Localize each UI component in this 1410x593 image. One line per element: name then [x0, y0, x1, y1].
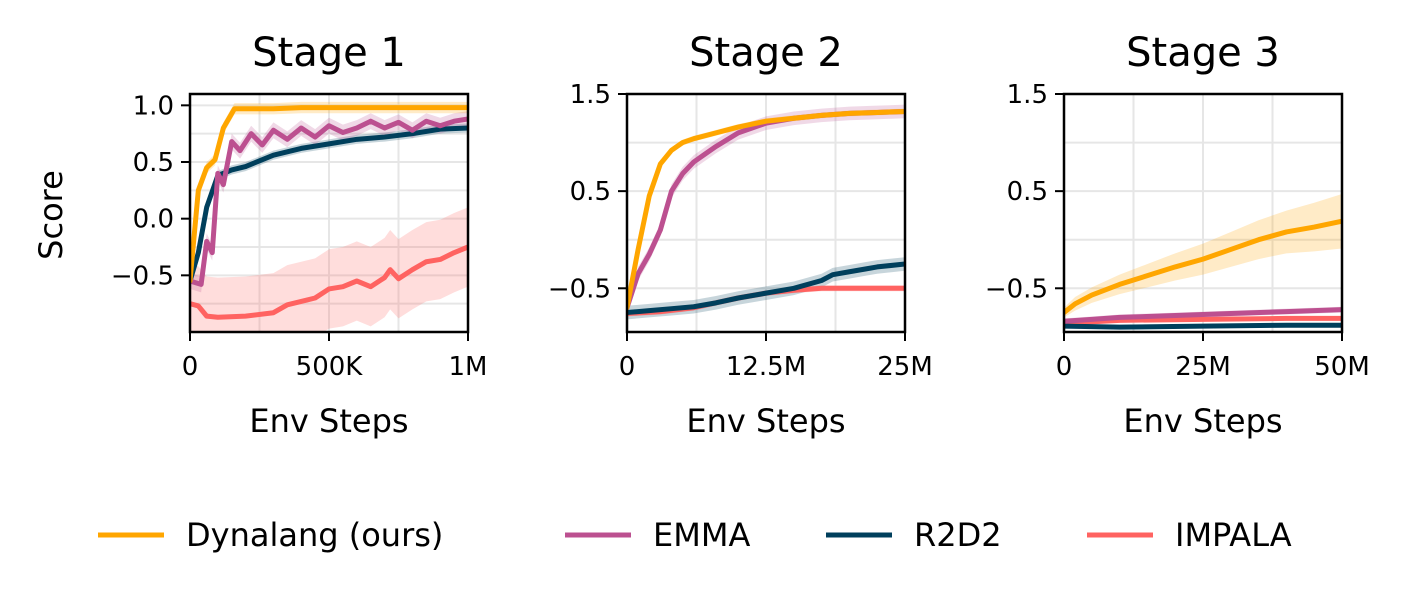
legend-label: Dynalang (ours)	[186, 516, 443, 554]
y-tick-label: 1.5	[1007, 80, 1048, 110]
series-line-r2d2	[190, 125, 468, 284]
y-tick-label: −0.5	[111, 261, 174, 291]
series-line-dynalang-ours-	[190, 105, 468, 284]
panel-title: Stage 3	[1126, 30, 1280, 76]
y-axis-label: Score	[32, 170, 70, 260]
x-axis-label: Env Steps	[686, 402, 845, 440]
series-band-r2d2	[190, 123, 468, 286]
panel-title: Stage 2	[689, 30, 843, 76]
x-tick-label: 25M	[1175, 352, 1231, 382]
series-line-impala	[190, 244, 468, 320]
panel-stage-1: 0 500K 1M −0.5 0.0 0.5 1.0 Stage 1 Env Steps	[111, 30, 488, 440]
series-line-r2d2	[627, 261, 905, 316]
x-tick-label: 1M	[449, 352, 488, 382]
series-line-r2d2	[1064, 322, 1342, 330]
chart-panels: 0 500K 1M −0.5 0.0 0.5 1.0 Stage 1 Env Steps 0 12.…	[111, 30, 1370, 440]
panel-stage-2: 0 12.5M 25M −0.5 0.5 1.5 Stage 2 Env Steps	[548, 30, 933, 440]
legend-item-dynalang-ours-: Dynalang (ours)	[98, 516, 443, 554]
y-tick-label: 0.5	[1007, 177, 1048, 207]
legend-item-emma: EMMA	[565, 516, 750, 554]
x-tick-label: 0	[1056, 352, 1073, 382]
y-tick-label: 0.5	[570, 177, 611, 207]
series-line-dynalang-ours-	[627, 108, 905, 311]
legend-label: EMMA	[653, 516, 750, 554]
series-line-dynalang-ours-	[1064, 218, 1342, 316]
series-band-dynalang-ours-	[1064, 194, 1342, 318]
y-tick-label: 0.5	[133, 148, 174, 178]
series-group	[190, 101, 468, 332]
legend: Dynalang (ours) EMMA R2D2 IMPALA	[98, 516, 1292, 554]
y-tick-label: 0.0	[133, 205, 174, 235]
x-tick-label: 12.5M	[726, 352, 806, 382]
x-tick-label: 25M	[877, 352, 933, 382]
legend-label: R2D2	[914, 516, 1002, 554]
x-axis-label: Env Steps	[1123, 402, 1282, 440]
series-band-impala	[190, 207, 468, 332]
panel-title: Stage 1	[252, 30, 406, 76]
x-axis-label: Env Steps	[249, 402, 408, 440]
x-tick-label: 50M	[1314, 352, 1370, 382]
series-line-emma	[190, 116, 468, 287]
x-tick-label: 0	[619, 352, 636, 382]
series-line-impala	[1064, 315, 1342, 326]
series-line-emma	[1064, 307, 1342, 324]
y-tick-label: 1.0	[133, 91, 174, 121]
x-tick-label: 500K	[296, 352, 364, 382]
series-group	[1064, 194, 1342, 330]
x-tick-label: 0	[182, 352, 199, 382]
y-tick-label: −0.5	[548, 274, 611, 304]
y-tick-label: −0.5	[985, 274, 1048, 304]
series-group	[627, 104, 905, 320]
panel-stage-3: 0 25M 50M −0.5 0.5 1.5 Stage 3 Env Steps	[985, 30, 1370, 440]
y-tick-label: 1.5	[570, 80, 611, 110]
legend-label: IMPALA	[1175, 516, 1292, 554]
legend-item-impala: IMPALA	[1087, 516, 1292, 554]
legend-item-r2d2: R2D2	[826, 516, 1002, 554]
